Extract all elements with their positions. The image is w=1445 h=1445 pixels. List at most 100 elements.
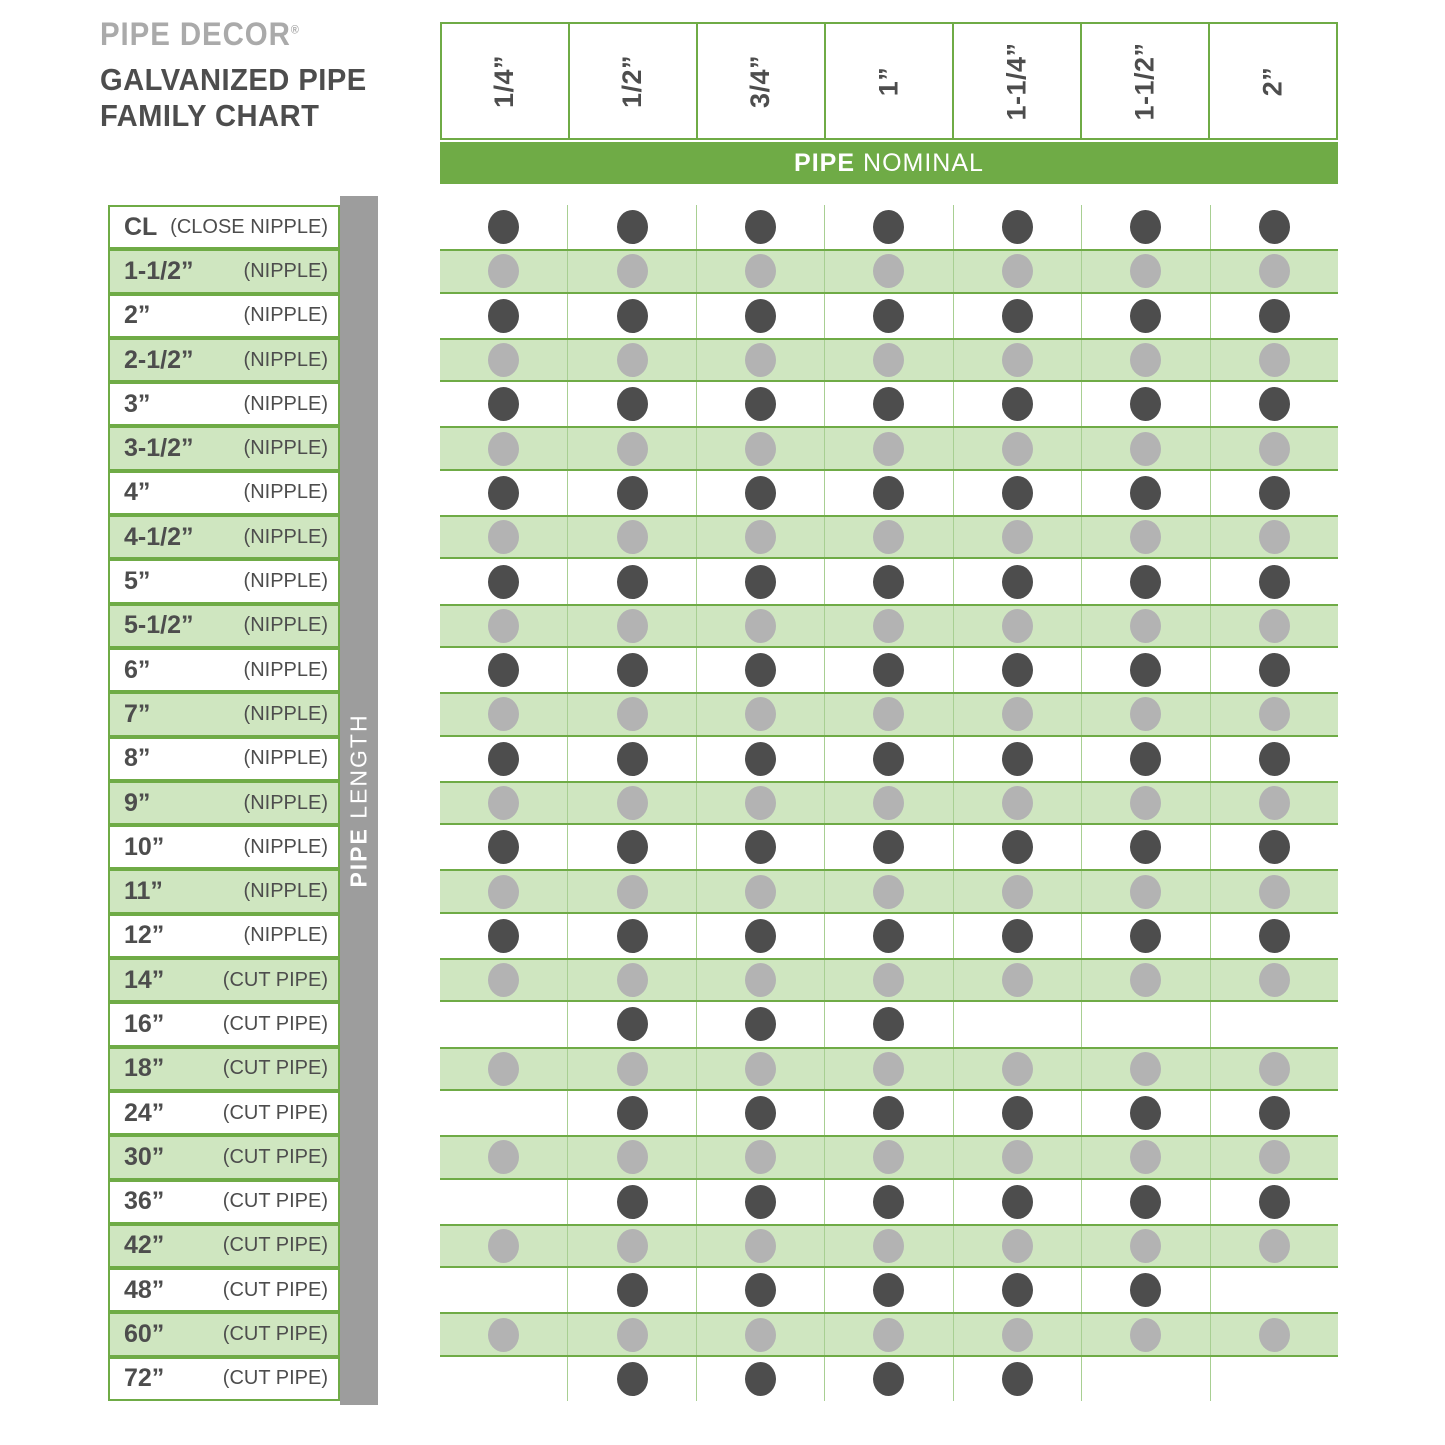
- row-type-label: (CUT PIPE): [222, 1234, 328, 1257]
- pipe-length-row-label: 16” (CUT PIPE): [108, 1002, 340, 1047]
- available-dot-icon: [488, 874, 520, 909]
- availability-cell: [1211, 960, 1338, 1000]
- pipe-length-row-label: 2” (NIPPLE): [108, 293, 340, 338]
- availability-cell: [697, 1314, 826, 1355]
- availability-cell: [568, 1225, 697, 1267]
- availability-cell: [1211, 1180, 1338, 1224]
- available-dot-icon: [1001, 653, 1033, 688]
- availability-cell: [825, 1048, 954, 1089]
- available-dot-icon: [1001, 874, 1033, 909]
- available-dot-icon: [745, 1096, 777, 1131]
- row-type-label: (NIPPLE): [243, 835, 328, 858]
- available-dot-icon: [488, 741, 520, 776]
- availability-cell: [1211, 340, 1338, 380]
- availability-cell: [440, 825, 569, 870]
- availability-cell: [825, 605, 954, 646]
- available-dot-icon: [873, 564, 905, 599]
- available-dot-icon: [488, 564, 520, 599]
- availability-cell: [697, 339, 826, 381]
- availability-cell: [697, 960, 826, 1001]
- available-dot-icon: [1001, 1184, 1033, 1219]
- availability-cell: [1211, 1357, 1338, 1401]
- availability-cell: [825, 1137, 954, 1178]
- row-type-label: (NIPPLE): [243, 259, 328, 282]
- available-dot-icon: [873, 1051, 905, 1086]
- availability-cell: [954, 382, 1083, 427]
- available-dot-icon: [488, 298, 520, 333]
- unavailable-empty-cell: [1259, 1007, 1290, 1041]
- table-row: 1-1/2” (NIPPLE): [108, 249, 1338, 294]
- pipe-length-row-label: 7” (NIPPLE): [108, 692, 340, 737]
- row-size-label: 30”: [124, 1142, 165, 1171]
- availability-cell: [1082, 205, 1211, 250]
- available-dot-icon: [873, 1228, 905, 1263]
- available-dot-icon: [1001, 1317, 1033, 1352]
- availability-cells: [440, 736, 1338, 781]
- available-dot-icon: [488, 254, 520, 289]
- availability-cell: [440, 913, 569, 959]
- availability-cells: [440, 426, 1338, 471]
- row-type-label: (CUT PIPE): [222, 1367, 328, 1390]
- available-dot-icon: [873, 1361, 905, 1396]
- available-dot-icon: [1001, 298, 1033, 333]
- availability-cell: [825, 293, 954, 338]
- available-dot-icon: [873, 1184, 905, 1219]
- available-dot-icon: [616, 1273, 648, 1308]
- available-dot-icon: [873, 741, 905, 776]
- available-dot-icon: [1130, 564, 1162, 599]
- available-dot-icon: [1001, 564, 1033, 599]
- availability-cell: [1082, 960, 1211, 1001]
- availability-cell: [568, 694, 697, 735]
- pipe-length-row-label: 24” (CUT PIPE): [108, 1090, 340, 1136]
- available-dot-icon: [745, 1007, 777, 1042]
- availability-cell: [697, 1002, 826, 1047]
- availability-cell: [440, 205, 569, 250]
- availability-cell: [1082, 1002, 1211, 1047]
- availability-cell: [954, 825, 1083, 870]
- availability-cell: [440, 871, 569, 912]
- availability-cell: [440, 517, 569, 558]
- available-dot-icon: [616, 1184, 648, 1219]
- available-dot-icon: [873, 298, 905, 333]
- availability-cells: [440, 647, 1338, 693]
- availability-cell: [954, 960, 1083, 1001]
- availability-cells: [440, 869, 1338, 914]
- availability-cell: [568, 559, 697, 604]
- pipe-length-row-label: 3” (NIPPLE): [108, 382, 340, 427]
- available-dot-icon: [1258, 298, 1290, 333]
- available-dot-icon: [616, 475, 648, 510]
- available-dot-icon: [1258, 608, 1290, 643]
- row-size-label: 24”: [124, 1098, 165, 1127]
- availability-cell: [568, 293, 697, 338]
- available-dot-icon: [745, 431, 777, 466]
- available-dot-icon: [1130, 475, 1162, 510]
- available-dot-icon: [1130, 830, 1162, 865]
- availability-cell: [1082, 1314, 1211, 1355]
- available-dot-icon: [1130, 387, 1162, 422]
- brand-name: PIPE DECOR: [100, 16, 291, 52]
- availability-cells: [440, 1356, 1338, 1402]
- available-dot-icon: [616, 963, 648, 998]
- availability-cell: [697, 382, 826, 427]
- row-size-label: 42”: [124, 1231, 165, 1260]
- registered-mark-icon: ®: [290, 22, 300, 37]
- unavailable-empty-cell: [488, 1185, 519, 1219]
- unavailable-empty-cell: [745, 697, 777, 732]
- availability-cell: [440, 559, 569, 604]
- availability-cells: [440, 825, 1338, 870]
- availability-cell: [1082, 1179, 1211, 1224]
- available-dot-icon: [1001, 786, 1033, 820]
- row-size-label: 72”: [124, 1364, 165, 1393]
- available-dot-icon: [488, 475, 520, 510]
- available-dot-icon: [873, 608, 905, 643]
- unavailable-empty-cell: [1259, 1273, 1290, 1307]
- availability-cell: [1211, 1002, 1338, 1046]
- availability-cell: [1211, 1049, 1338, 1089]
- row-size-label: 2-1/2”: [124, 345, 194, 374]
- availability-cell: [1211, 694, 1338, 734]
- available-dot-icon: [1130, 1184, 1162, 1219]
- row-size-label: 10”: [124, 832, 165, 861]
- available-dot-icon: [488, 830, 520, 865]
- available-dot-icon: [1130, 1096, 1162, 1131]
- nominal-header-row: 1/4” 1/2” 3/4” 1” 1-1/4” 1-1/2” 2”: [440, 22, 1338, 140]
